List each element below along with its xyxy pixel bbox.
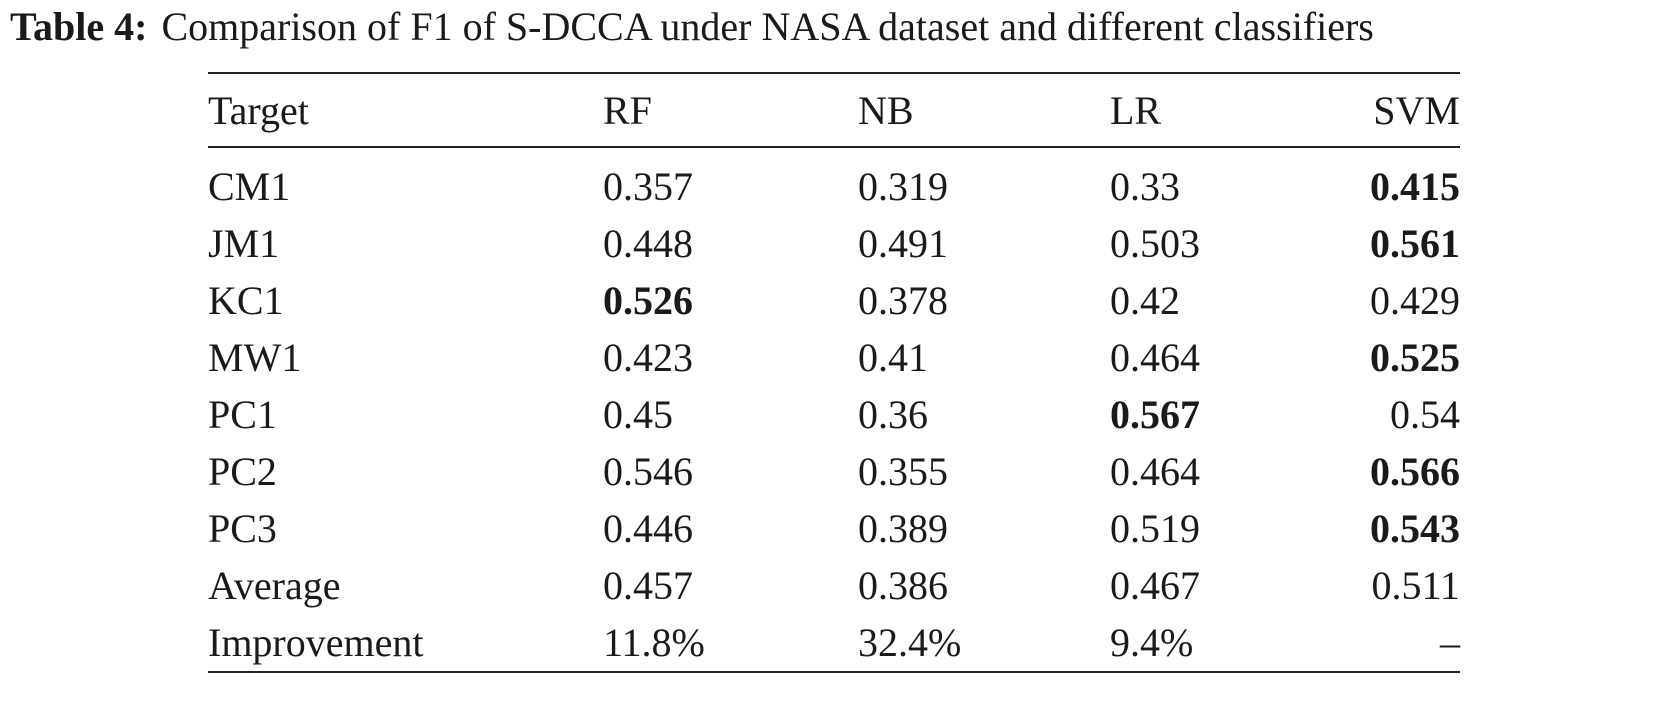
cell-rf: 0.526 — [603, 278, 693, 323]
cell-nb: 0.491 — [858, 221, 948, 266]
cell-lr: 0.33 — [1110, 164, 1180, 209]
table-body: CM1 0.357 0.319 0.33 0.415 JM1 0.448 0.491 0.503… — [208, 147, 1460, 672]
cell-svm: – — [1440, 620, 1460, 665]
table-row: Improvement 11.8% 32.4% 9.4% – — [208, 614, 1460, 672]
table-row: Average 0.457 0.386 0.467 0.511 — [208, 557, 1460, 614]
cell-svm: 0.54 — [1390, 392, 1460, 437]
table-caption-text: Comparison of F1 of S-DCCA under NASA da… — [161, 4, 1374, 49]
f1-comparison-table: Target RF NB LR SVM CM1 0.357 0.319 0.33 0.4… — [208, 72, 1460, 673]
cell-nb: 0.386 — [858, 563, 948, 608]
cell-rf: 0.45 — [603, 392, 673, 437]
cell-rf: 0.546 — [603, 449, 693, 494]
cell-svm: 0.511 — [1371, 563, 1460, 608]
header-rf: RF — [603, 87, 652, 133]
cell-rf: 0.457 — [603, 563, 693, 608]
cell-nb: 0.389 — [858, 506, 948, 551]
table-row: MW1 0.423 0.41 0.464 0.525 — [208, 329, 1460, 386]
cell-svm: 0.561 — [1370, 221, 1460, 266]
cell-rf: 0.423 — [603, 335, 693, 380]
cell-svm: 0.429 — [1370, 278, 1460, 323]
cell-nb: 0.378 — [858, 278, 948, 323]
table-row: PC3 0.446 0.389 0.519 0.543 — [208, 500, 1460, 557]
cell-target: CM1 — [208, 164, 291, 209]
results-table-container: Target RF NB LR SVM CM1 0.357 0.319 0.33 0.4… — [208, 72, 1460, 673]
cell-rf: 0.446 — [603, 506, 693, 551]
cell-lr: 0.519 — [1110, 506, 1200, 551]
table-caption: Table 4: Comparison of F1 of S-DCCA under… — [10, 2, 1660, 52]
table-row: CM1 0.357 0.319 0.33 0.415 — [208, 147, 1460, 215]
header-lr: LR — [1110, 87, 1162, 133]
cell-lr: 0.42 — [1110, 278, 1180, 323]
table-row: KC1 0.526 0.378 0.42 0.429 — [208, 272, 1460, 329]
header-target: Target — [208, 87, 309, 133]
cell-lr: 0.567 — [1110, 392, 1200, 437]
table-row: PC1 0.45 0.36 0.567 0.54 — [208, 386, 1460, 443]
cell-nb: 0.319 — [858, 164, 948, 209]
cell-target: Improvement — [208, 620, 424, 665]
header-svm: SVM — [1373, 87, 1460, 133]
cell-rf: 11.8% — [603, 620, 705, 665]
table-header-row: Target RF NB LR SVM — [208, 73, 1460, 147]
cell-lr: 0.464 — [1110, 449, 1200, 494]
cell-svm: 0.415 — [1370, 164, 1460, 209]
table-row: JM1 0.448 0.491 0.503 0.561 — [208, 215, 1460, 272]
table-caption-label: Table 4: — [10, 4, 148, 49]
cell-rf: 0.357 — [603, 164, 693, 209]
cell-lr: 0.467 — [1110, 563, 1200, 608]
cell-lr: 0.503 — [1110, 221, 1200, 266]
cell-target: PC1 — [208, 392, 277, 437]
cell-target: JM1 — [208, 221, 280, 266]
cell-svm: 0.543 — [1370, 506, 1460, 551]
cell-target: PC3 — [208, 506, 277, 551]
cell-svm: 0.566 — [1370, 449, 1460, 494]
cell-nb: 32.4% — [858, 620, 962, 665]
table-row: PC2 0.546 0.355 0.464 0.566 — [208, 443, 1460, 500]
cell-target: Average — [208, 563, 341, 608]
cell-target: PC2 — [208, 449, 277, 494]
cell-target: MW1 — [208, 335, 302, 380]
cell-target: KC1 — [208, 278, 284, 323]
cell-nb: 0.41 — [858, 335, 928, 380]
cell-svm: 0.525 — [1370, 335, 1460, 380]
cell-lr: 0.464 — [1110, 335, 1200, 380]
cell-rf: 0.448 — [603, 221, 693, 266]
cell-lr: 9.4% — [1110, 620, 1194, 665]
cell-nb: 0.355 — [858, 449, 948, 494]
header-nb: NB — [858, 87, 914, 133]
cell-nb: 0.36 — [858, 392, 928, 437]
